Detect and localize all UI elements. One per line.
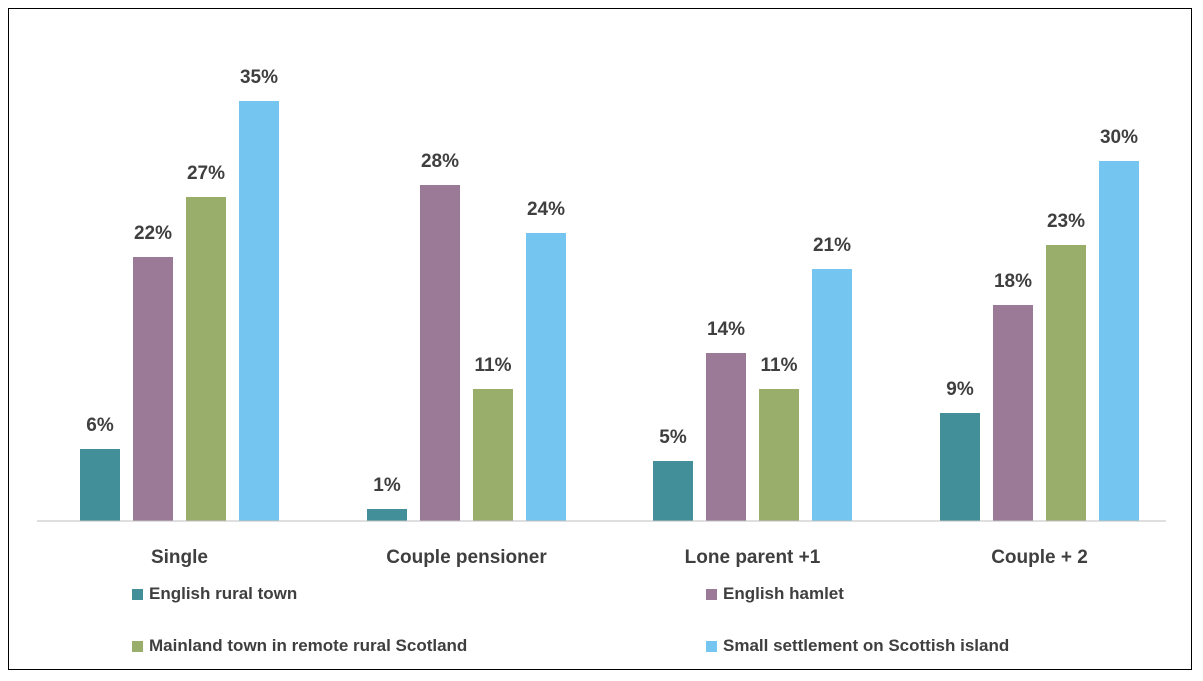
data-label-lone-parent-1-small-settlement-on-scottish-island: 21% bbox=[813, 235, 851, 256]
bar-couple-pensioner-mainland-town-in-remote-rural-scotland bbox=[473, 389, 513, 521]
legend-label-english-hamlet: English hamlet bbox=[723, 584, 844, 603]
category-label-single: Single bbox=[151, 547, 208, 568]
data-label-couple-pensioner-english-hamlet: 28% bbox=[421, 151, 459, 172]
data-label-single-english-hamlet: 22% bbox=[134, 223, 172, 244]
bar-single-english-hamlet bbox=[133, 257, 173, 521]
category-label-couple-pensioner: Couple pensioner bbox=[386, 547, 547, 568]
bar-couple-2-small-settlement-on-scottish-island bbox=[1099, 161, 1139, 521]
data-label-couple-pensioner-small-settlement-on-scottish-island: 24% bbox=[527, 199, 565, 220]
bar-lone-parent-1-english-rural-town bbox=[653, 461, 693, 521]
bar-lone-parent-1-mainland-town-in-remote-rural-scotland bbox=[759, 389, 799, 521]
legend-item-scottish-island: Small settlement on Scottish island bbox=[706, 635, 1009, 657]
legend-swatch-english-rural-town bbox=[132, 588, 143, 600]
data-labels-layer: 6% 22% 27% 35% 1% 28% 11% 24% 5% 14% 11% 21% 9% 18% 23… bbox=[86, 67, 1138, 496]
data-label-lone-parent-1-english-rural-town: 5% bbox=[659, 427, 687, 448]
bar-couple-2-mainland-town-in-remote-rural-scotland bbox=[1046, 245, 1086, 521]
legend-swatch-scottish-island bbox=[706, 640, 717, 652]
legend-label-english-rural-town: English rural town bbox=[149, 584, 298, 603]
bar-couple-pensioner-small-settlement-on-scottish-island bbox=[526, 233, 566, 521]
legend-item-mainland-town: Mainland town in remote rural Scotland bbox=[132, 635, 467, 657]
legend-item-english-hamlet: English hamlet bbox=[706, 583, 844, 605]
bar-lone-parent-1-small-settlement-on-scottish-island bbox=[812, 269, 852, 521]
data-label-couple-pensioner-mainland-town-in-remote-rural-scotland: 11% bbox=[475, 355, 512, 376]
legend-item-english-rural-town: English rural town bbox=[132, 583, 297, 605]
data-label-couple-pensioner-english-rural-town: 1% bbox=[373, 475, 401, 496]
data-label-single-small-settlement-on-scottish-island: 35% bbox=[240, 67, 278, 88]
category-labels-layer: Single Couple pensioner Lone parent +1 Coup… bbox=[151, 547, 1088, 568]
bar-couple-pensioner-english-rural-town bbox=[367, 509, 407, 521]
data-label-couple-2-mainland-town-in-remote-rural-scotland: 23% bbox=[1047, 211, 1085, 232]
bars-layer bbox=[80, 101, 1139, 521]
data-label-couple-2-english-rural-town: 9% bbox=[946, 379, 974, 400]
bar-single-english-rural-town bbox=[80, 449, 120, 521]
data-label-lone-parent-1-english-hamlet: 14% bbox=[707, 319, 745, 340]
bar-single-mainland-town-in-remote-rural-scotland bbox=[186, 197, 226, 521]
bar-couple-2-english-rural-town bbox=[940, 413, 980, 521]
data-label-lone-parent-1-mainland-town-in-remote-rural-scotland: 11% bbox=[761, 355, 798, 376]
legend-swatch-english-hamlet bbox=[706, 588, 717, 600]
bar-couple-pensioner-english-hamlet bbox=[420, 185, 460, 521]
data-label-couple-2-small-settlement-on-scottish-island: 30% bbox=[1100, 127, 1138, 148]
data-label-single-mainland-town-in-remote-rural-scotland: 27% bbox=[187, 163, 225, 184]
bar-lone-parent-1-english-hamlet bbox=[706, 353, 746, 521]
data-label-couple-2-english-hamlet: 18% bbox=[994, 271, 1032, 292]
legend-label-scottish-island: Small settlement on Scottish island bbox=[723, 636, 1010, 655]
category-label-lone-parent-1: Lone parent +1 bbox=[685, 547, 821, 568]
data-label-single-english-rural-town: 6% bbox=[86, 415, 114, 436]
bar-single-small-settlement-on-scottish-island bbox=[239, 101, 279, 521]
bar-couple-2-english-hamlet bbox=[993, 305, 1033, 521]
legend-label-mainland-town: Mainland town in remote rural Scotland bbox=[149, 636, 468, 655]
legend-swatch-mainland-town bbox=[132, 640, 143, 652]
category-label-couple-2: Couple + 2 bbox=[991, 547, 1088, 568]
